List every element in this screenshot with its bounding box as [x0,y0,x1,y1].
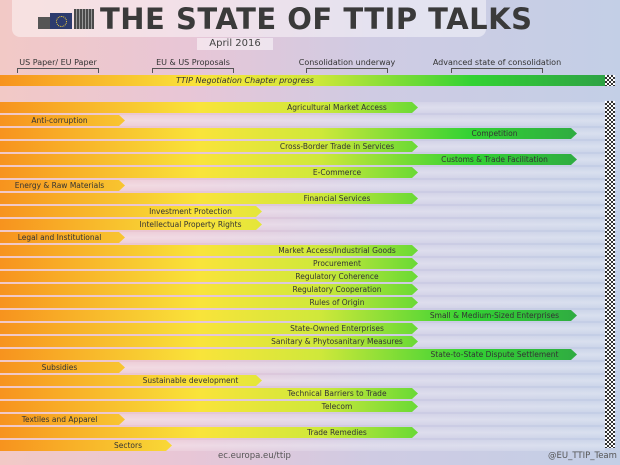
chapter-bar [0,349,577,360]
chapter-label: State-to-State Dispute Settlement [430,350,559,359]
chapter-bar [0,414,125,425]
row-track [0,206,605,217]
chapter-bar [0,245,418,256]
chapter-label: Financial Services [303,194,371,203]
chapter-label: Sustainable development [142,376,239,385]
chapter-label: Energy & Raw Materials [14,181,105,190]
chapter-bar [0,401,418,412]
chapter-bar [0,258,418,269]
stage-label: EU & US Proposals [156,58,230,67]
twitter-handle[interactable]: @EU_TTIP_Team [548,451,617,461]
chapter-label: Competition [471,129,518,138]
stage-bracket [152,68,234,73]
chapter-label: Agricultural Market Access [287,103,387,112]
chapter-bar [0,323,418,334]
chapter-label: Rules of Origin [309,298,365,307]
chapter-bar [0,206,262,217]
date-label: April 2016 [197,38,273,50]
chapter-label: Sectors [113,441,143,450]
chapter-label: Cross-Border Trade in Services [279,142,395,151]
row-track [0,440,605,451]
chapter-bar [0,440,172,451]
row-track [0,375,605,386]
chapter-bar [0,193,418,204]
finish-flag-icon [605,75,615,86]
chapter-bar [0,154,577,165]
row-track [0,180,605,191]
chapter-label: Small & Medium-Sized Enterprises [429,311,560,320]
chapter-bar [0,141,418,152]
stage-bracket [451,68,543,73]
chapter-label: Textiles and Apparel [21,415,98,424]
row-track [0,232,605,243]
stage-bracket [17,68,99,73]
chapter-label: Investment Protection [149,207,232,216]
chapter-label: Procurement [313,259,361,268]
chapter-bar [0,297,418,308]
chapter-label: Telecom [321,402,353,411]
chapter-label: Customs & Trade Facilitation [441,155,548,164]
row-track [0,115,605,126]
chapter-bar [0,128,577,139]
chapter-label: Subsidies [41,363,78,372]
row-track [0,362,605,373]
chapter-label: Regulatory Cooperation [292,285,382,294]
chapter-bar [0,388,418,399]
chapter-bar [0,219,262,230]
row-track [0,414,605,425]
progress-scale-bar: TTIP Negotiation Chapter progress [0,75,606,86]
chapter-bar [0,115,125,126]
chapter-label: Intellectual Property Rights [139,220,242,229]
chapter-bar [0,427,418,438]
chapter-bar [0,336,418,347]
page-title: THE STATE OF TTIP TALKS [100,2,533,36]
row-track [0,219,605,230]
stage-label: Advanced state of consolidation [432,58,562,67]
chapter-label: E-Commerce [312,168,362,177]
finish-line [605,101,615,448]
chapter-bar [0,102,418,113]
chapter-label: Anti-corruption [31,116,88,125]
stage-label: US Paper/ EU Paper [19,58,97,67]
chapter-label: Legal and Institutional [17,233,102,242]
chapter-bar [0,271,418,282]
chart-title: TTIP Negotiation Chapter progress [176,76,314,85]
chapter-bar [0,284,418,295]
chapter-label: Sanitary & Phytosanitary Measures [271,337,403,346]
chapter-label: Market Access/Industrial Goods [278,246,396,255]
chapter-bar [0,375,262,386]
chapter-label: State-Owned Enterprises [290,324,384,333]
stage-bracket [306,68,388,73]
chapter-label: Technical Barriers to Trade [287,389,387,398]
chapter-bar [0,167,418,178]
chapter-bar [0,362,125,373]
chapter-bar [0,310,577,321]
stage-label: Consolidation underway [298,58,396,67]
chapter-bar [0,232,125,243]
eu-commission-logo [38,9,94,31]
website-link[interactable]: ec.europa.eu/ttip [218,451,291,461]
chapter-label: Trade Remedies [307,428,367,437]
chapter-bar [0,180,125,191]
chapter-label: Regulatory Coherence [295,272,379,281]
